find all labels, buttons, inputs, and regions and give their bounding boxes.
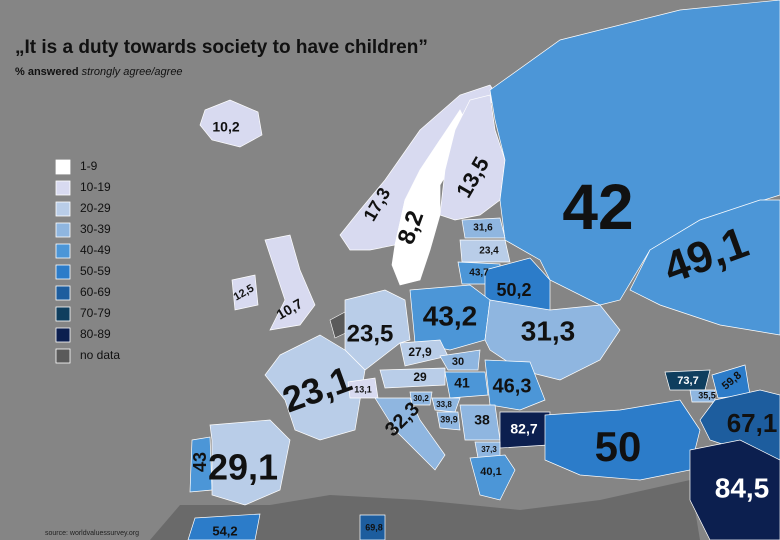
legend-label: 1-9 <box>80 159 98 173</box>
region-label: 84,5 <box>715 472 770 503</box>
region-label: 39,9 <box>440 414 458 424</box>
region-label: 43,7 <box>469 268 489 279</box>
region-label: 38 <box>474 412 490 428</box>
legend-label: 60-69 <box>80 285 111 299</box>
subtitle-emphasis: strongly agree/agree <box>82 66 183 78</box>
region-shape <box>469 454 516 501</box>
legend-swatch <box>55 348 71 364</box>
region-shape <box>629 199 780 336</box>
subtitle-prefix: % answered <box>15 66 79 78</box>
region-shape <box>231 274 259 311</box>
region-shape <box>484 299 621 381</box>
region-label: 35,5 <box>698 390 716 400</box>
region-shape <box>209 419 291 506</box>
legend-label: 30-39 <box>80 222 111 236</box>
legend-label: 70-79 <box>80 306 111 320</box>
legend-swatch <box>55 180 71 196</box>
region-label: 46,3 <box>493 375 532 397</box>
region-shape <box>379 367 446 389</box>
region-label: 54,2 <box>212 523 237 538</box>
legend-label: no data <box>80 348 120 362</box>
region-label: 43,2 <box>423 300 478 331</box>
region-shape <box>359 514 386 540</box>
region-label: 30,2 <box>413 394 429 403</box>
land-no-data <box>150 480 700 540</box>
title: „It is a duty towards society to have ch… <box>15 37 428 58</box>
region-shape <box>264 234 316 331</box>
region-label: 10,2 <box>212 119 239 135</box>
region-shape <box>264 334 366 441</box>
region-shape <box>459 239 511 263</box>
region-shape <box>444 371 489 399</box>
region-shape <box>199 99 263 148</box>
region-shape <box>484 359 546 411</box>
region-label: 67,1 <box>727 408 778 438</box>
legend-label: 50-59 <box>80 264 111 278</box>
subtitle: % answered strongly agree/agree <box>15 66 183 78</box>
region-label: 23,5 <box>347 320 394 347</box>
legend-label: 10-19 <box>80 180 111 194</box>
region-label: 30 <box>452 356 464 368</box>
legend-swatch <box>55 285 71 301</box>
region-label: 40,1 <box>480 466 501 478</box>
region-label: 82,7 <box>510 421 537 437</box>
region-label: 50 <box>595 423 642 470</box>
region-label: 31,6 <box>473 223 493 234</box>
legend-swatch <box>55 201 71 217</box>
legend-swatch <box>55 243 71 259</box>
legend-swatch <box>55 159 71 175</box>
region-label: 37,3 <box>481 445 497 454</box>
legend-swatch <box>55 327 71 343</box>
legend-swatch <box>55 222 71 238</box>
legend-swatch <box>55 306 71 322</box>
region-shape <box>689 439 780 540</box>
legend-label: 40-49 <box>80 243 111 257</box>
region-shape <box>489 0 780 306</box>
legend-label: 20-29 <box>80 201 111 215</box>
legend-label: 80-89 <box>80 327 111 341</box>
region-label: 42 <box>562 171 633 243</box>
source: source: worldvaluessurvey.org <box>45 530 139 537</box>
region-label: 69,8 <box>365 522 383 532</box>
legend-swatch <box>55 264 71 280</box>
region-shape <box>439 349 481 371</box>
region-label: 73,7 <box>677 375 698 387</box>
region-label: 50,2 <box>496 280 531 300</box>
region-label: 13,1 <box>354 384 372 394</box>
region-label: 41 <box>454 375 470 391</box>
region-label: 43 <box>190 452 210 472</box>
region-shape <box>436 411 461 431</box>
region-label: 29 <box>413 370 427 384</box>
region-shape <box>187 513 261 540</box>
region-label: 27,9 <box>408 345 432 359</box>
region-shape <box>461 217 506 239</box>
region-label: 29,1 <box>208 447 278 488</box>
region-shape <box>439 94 506 221</box>
region-label: 23,4 <box>479 246 499 257</box>
region-shape <box>409 391 433 406</box>
region-label: 31,3 <box>521 315 576 346</box>
region-label: 33,8 <box>436 400 452 409</box>
